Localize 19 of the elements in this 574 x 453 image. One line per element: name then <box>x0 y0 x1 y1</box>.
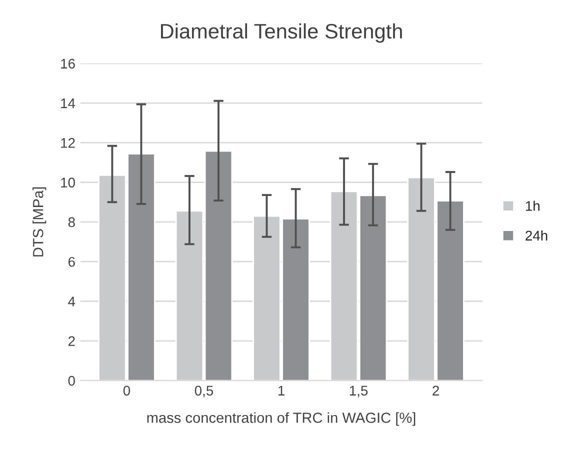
y-tick-label: 12 <box>61 138 75 148</box>
y-tick-label: 14 <box>61 98 76 108</box>
legend-label: 24h <box>526 230 548 240</box>
x-axis-title: mass concentration of TRC in WAGIC [%] <box>147 412 416 426</box>
x-tick-label: 1,5 <box>350 386 368 398</box>
x-tick-label: 2 <box>432 386 439 396</box>
y-tick-label: 4 <box>68 296 76 306</box>
x-tick-label: 0,5 <box>194 386 214 398</box>
y-tick-label: 2 <box>68 336 75 346</box>
y-tick-label: 6 <box>68 256 75 267</box>
y-tick-label: 10 <box>61 178 75 188</box>
x-tick-label: 0 <box>123 386 130 396</box>
chart-title: Diametral Tensile Strength <box>161 23 402 43</box>
x-tick-label: 1 <box>278 386 284 396</box>
legend-label: 1h <box>526 200 540 211</box>
y-tick-label: 16 <box>61 58 75 69</box>
y-tick-label: 8 <box>68 217 75 228</box>
y-tick-label: 0 <box>68 376 75 386</box>
y-axis-title: DTS [MPa] <box>32 187 46 256</box>
